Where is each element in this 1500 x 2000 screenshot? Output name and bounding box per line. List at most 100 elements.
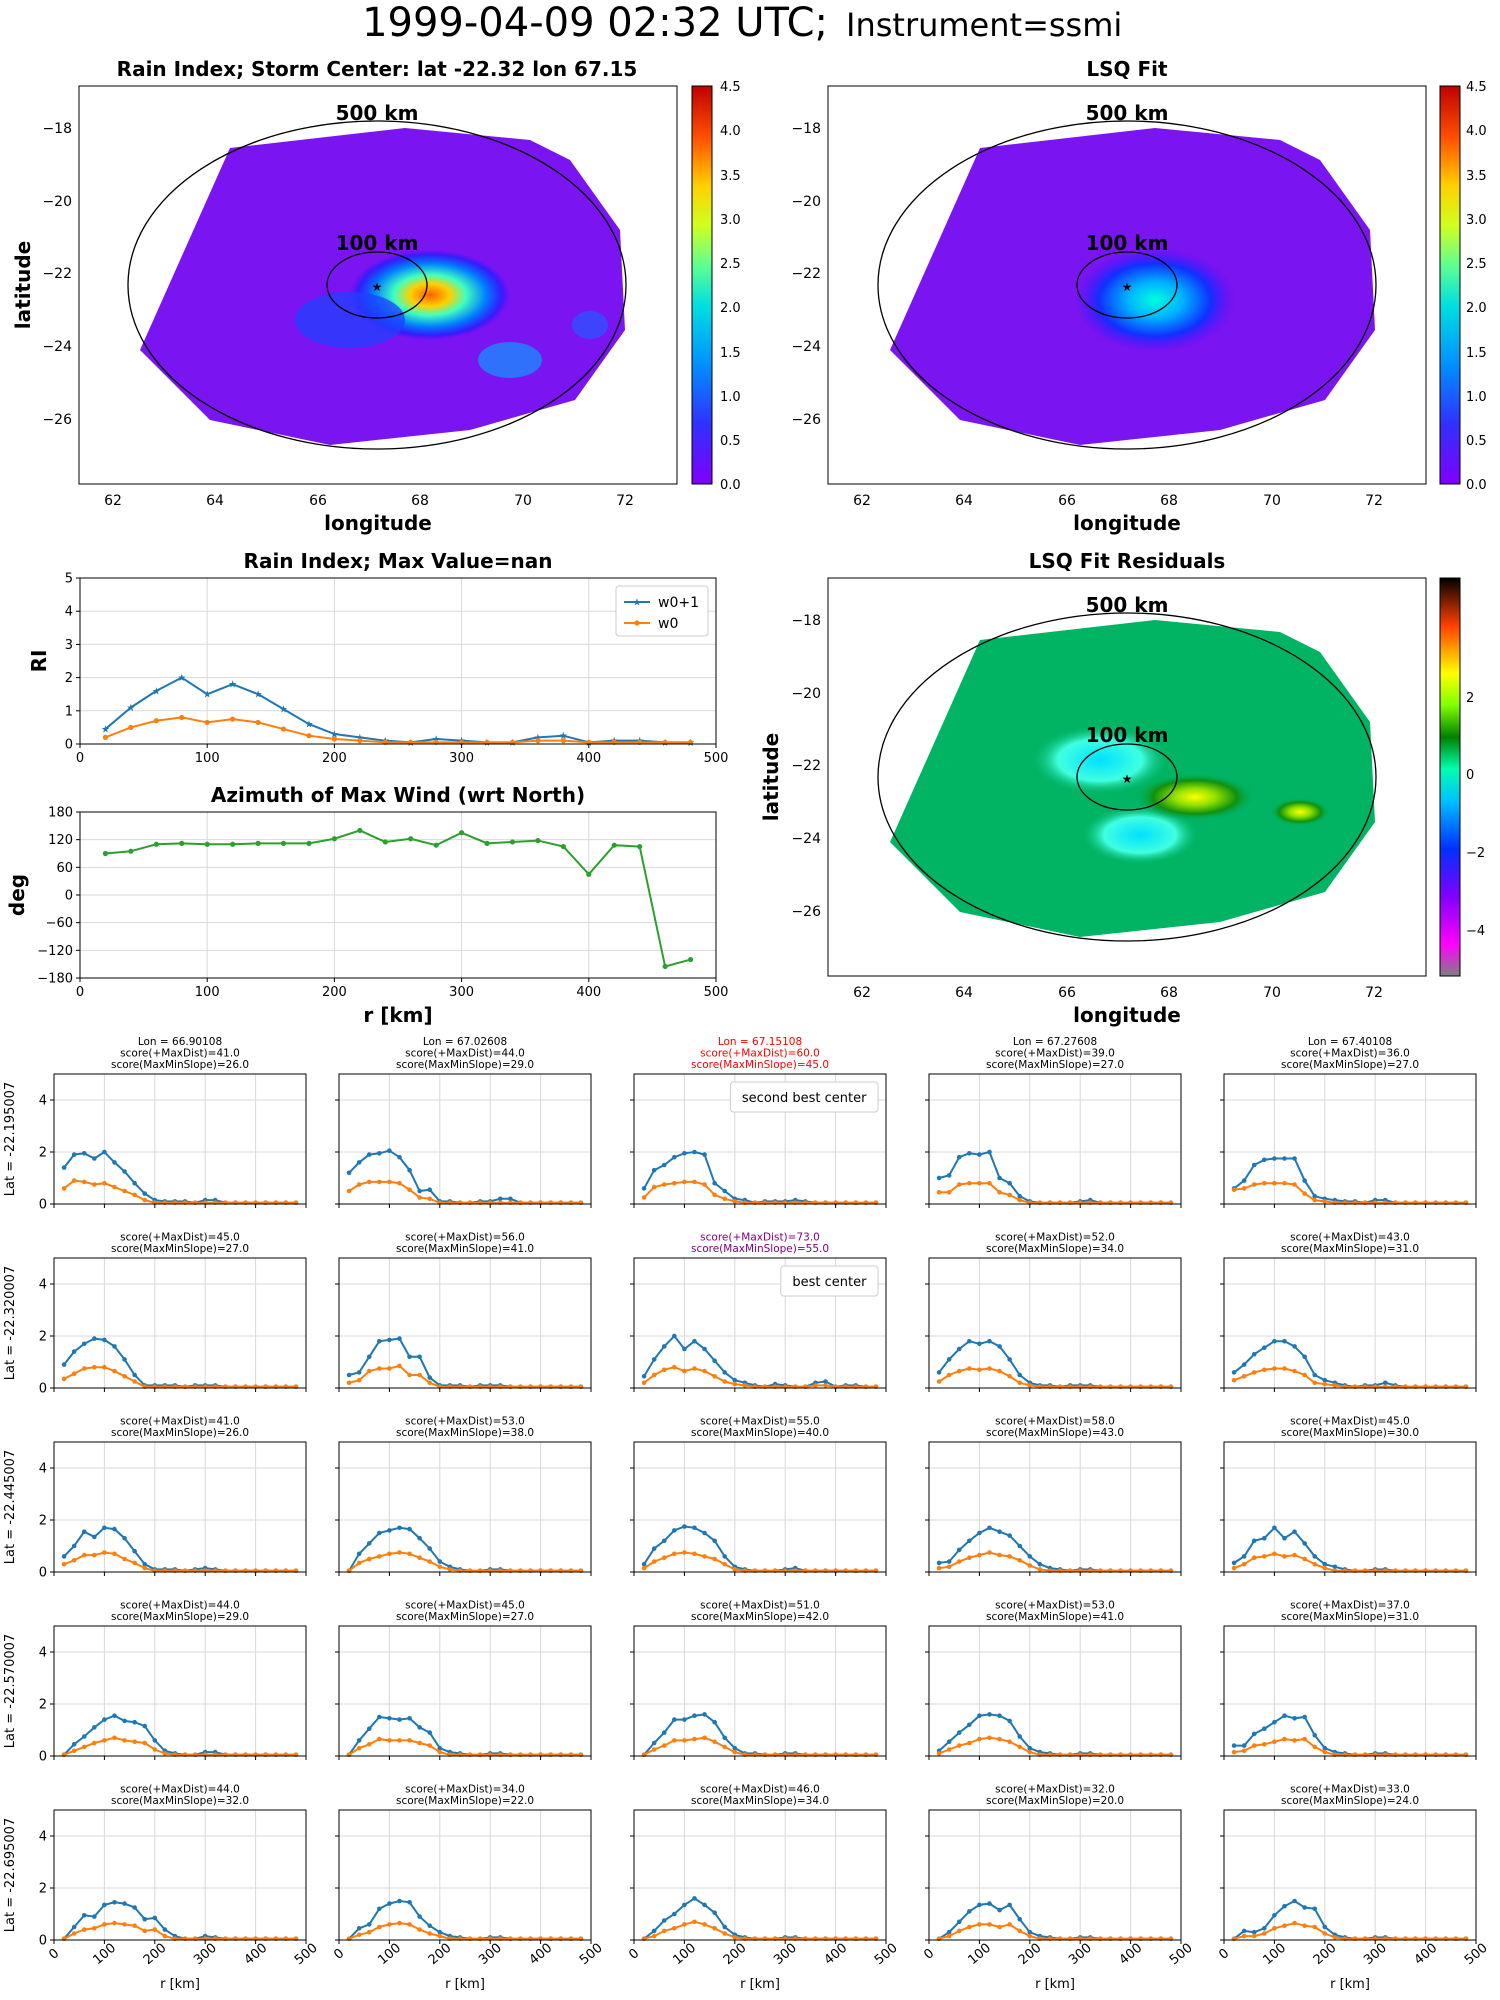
- panel-header-line: score(MaxMinSlope)=42.0: [691, 1611, 829, 1623]
- data-point: [1332, 1935, 1338, 1940]
- data-point: [535, 837, 541, 844]
- x-tick-label: 200: [322, 751, 347, 766]
- cbar-tick: 0.5: [720, 434, 741, 449]
- data-point: [122, 1188, 127, 1194]
- data-point: [682, 1922, 687, 1927]
- data-point: [702, 1922, 707, 1927]
- data-point: [437, 1929, 443, 1935]
- data-point: [1272, 1366, 1277, 1371]
- panel-header-line: score(MaxMinSlope)=31.0: [1281, 1243, 1419, 1255]
- data-point: [1272, 1913, 1277, 1918]
- data-point: [122, 1901, 127, 1906]
- data-point: [397, 1550, 402, 1555]
- data-point: [92, 1182, 97, 1187]
- x-tick-label: 300: [771, 1941, 800, 1968]
- data-point: [377, 1366, 382, 1371]
- data-point: [112, 1184, 117, 1190]
- data-point: [366, 1726, 372, 1731]
- y-axis-label: latitude: [11, 241, 35, 329]
- data-point: [967, 1555, 972, 1560]
- cbar-tick: 2.0: [720, 301, 741, 316]
- data-point: [331, 736, 337, 742]
- x-tick-label: 100: [965, 1941, 994, 1968]
- y-axis-label: latitude: [759, 733, 783, 821]
- data-point: [936, 1565, 942, 1571]
- plot-area: [339, 1442, 591, 1572]
- data-point: [1322, 1924, 1328, 1930]
- y-tick-label: 5: [65, 572, 73, 587]
- panel-header-line: score(MaxMinSlope)=27.0: [1281, 1059, 1419, 1071]
- data-point: [672, 1180, 677, 1186]
- data-point: [672, 1551, 677, 1557]
- data-point: [651, 1357, 657, 1362]
- x-tick: 70: [1263, 985, 1281, 1001]
- legend-marker: [634, 620, 640, 626]
- plot-frame: [633, 1257, 887, 1389]
- cbar-tick: 2: [1466, 691, 1474, 706]
- data-point: [1312, 1744, 1318, 1750]
- data-point: [102, 1902, 107, 1908]
- cbar-tick: 1.0: [720, 390, 741, 405]
- data-point: [1282, 1713, 1287, 1718]
- y-tick-label: 0: [39, 1198, 47, 1213]
- data-point: [1272, 1338, 1277, 1344]
- cbar-tick: 2.5: [1466, 257, 1487, 272]
- ring-100km: [1076, 251, 1178, 319]
- data-point: [112, 1900, 117, 1905]
- data-point: ★: [228, 680, 237, 691]
- row-lat-label: Lat = -22.695007: [3, 1818, 18, 1932]
- data-point: [407, 1167, 412, 1173]
- y-tick: −18: [42, 121, 72, 137]
- x-tick-label: 200: [721, 1941, 750, 1968]
- y-tick-label: 0: [65, 738, 73, 753]
- plot-area: [54, 1442, 306, 1572]
- data-point: [1017, 1916, 1023, 1922]
- data-point: [417, 1555, 422, 1560]
- data-point: [1007, 1374, 1012, 1379]
- data-point: [722, 1370, 728, 1375]
- x-tick: 72: [1365, 493, 1383, 509]
- x-tick-label: 0: [921, 1946, 937, 1963]
- panel-header-line: score(+MaxDist)=45.0: [405, 1600, 525, 1612]
- data-point: [366, 1556, 372, 1562]
- panel-header-line: score(MaxMinSlope)=32.0: [111, 1795, 249, 1807]
- y-tick-label: 120: [48, 833, 73, 848]
- data-point: [417, 1927, 422, 1932]
- data-point: [722, 1188, 728, 1194]
- data-point: [672, 1911, 677, 1917]
- data-point: [661, 1730, 667, 1735]
- data-point: ★: [304, 720, 313, 731]
- data-point: [967, 1366, 972, 1371]
- data-point: [977, 1713, 982, 1718]
- panel-legend-box: [780, 1265, 879, 1297]
- row-lat-label: Lat = -22.320007: [3, 1266, 18, 1380]
- data-point: [437, 1745, 443, 1751]
- data-point: [128, 848, 134, 854]
- data-point: [977, 1530, 982, 1536]
- data-point: [1332, 1383, 1338, 1388]
- data-point: [661, 1555, 667, 1560]
- data-point: [946, 1933, 952, 1939]
- y-tick-label: 4: [65, 605, 73, 620]
- data-point: [661, 1182, 667, 1187]
- x-axis-label: r [km]: [1330, 1977, 1370, 1992]
- data-point: [427, 1923, 433, 1928]
- x-tick-label: 500: [1167, 1941, 1196, 1968]
- x-tick: 66: [309, 493, 327, 509]
- data-point: [356, 1370, 362, 1375]
- center-candidate-panel: score(+MaxDist)=53.0score(MaxMinSlope)=4…: [925, 1600, 1182, 1760]
- data-point: [397, 1525, 402, 1531]
- data-point: [377, 1151, 382, 1156]
- data-point: [977, 1152, 982, 1157]
- data-point: [427, 1730, 433, 1735]
- data-point: [732, 1567, 738, 1572]
- label-500km: 500 km: [336, 101, 419, 125]
- data-point: [946, 1357, 952, 1362]
- data-point: [1322, 1931, 1328, 1936]
- data-point: [1251, 1929, 1257, 1935]
- center-candidate-panel: Lon = 67.02608score(+MaxDist)=44.0score(…: [335, 1036, 592, 1208]
- data-point: [81, 1913, 87, 1918]
- data-point: [672, 1717, 677, 1722]
- data-point: [1292, 1156, 1297, 1161]
- panel-header-line: score(+MaxDist)=37.0: [1290, 1600, 1410, 1612]
